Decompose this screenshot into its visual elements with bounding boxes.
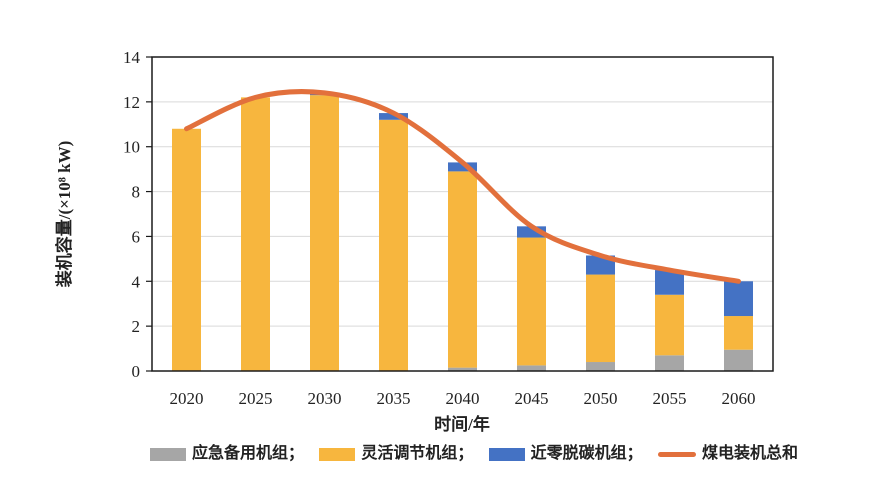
legend-item: 近零脱碳机组；: [488, 444, 643, 464]
bar-segment: [586, 274, 615, 363]
legend-swatch: [319, 447, 356, 461]
legend-label: 应急备用机组；: [192, 445, 305, 462]
bar-segment: [517, 365, 546, 371]
bar-segment: [448, 171, 477, 368]
bar-segment: [724, 349, 753, 371]
x-tick-label: 2055: [653, 389, 687, 408]
legend-item: 应急备用机组；: [150, 444, 304, 464]
bar-segment: [586, 255, 615, 275]
bar-segment: [517, 237, 546, 366]
legend-item: 煤电装机总和: [657, 444, 798, 464]
x-tick-label: 2050: [584, 389, 618, 408]
bar-segment: [241, 97, 270, 371]
x-tick-label: 2030: [308, 389, 342, 408]
y-tick-label: 8: [132, 183, 141, 202]
y-tick-label: 6: [132, 227, 141, 246]
bar-segment: [724, 316, 753, 350]
x-tick-label: 2020: [170, 389, 204, 408]
bar-segment: [655, 294, 684, 356]
plot-border: [151, 56, 774, 372]
legend-item: 灵活调节机组；: [319, 444, 473, 464]
y-tick-label: 0: [132, 362, 141, 381]
bar-segment: [724, 281, 753, 317]
bar-segment: [655, 355, 684, 371]
bar-segment: [172, 128, 201, 371]
bar-segment: [586, 362, 615, 371]
legend-swatch: [150, 447, 186, 461]
y-tick-label: 14: [123, 48, 141, 67]
bar-segment: [448, 367, 477, 371]
x-tick-label: 2040: [446, 389, 480, 408]
legend-swatch: [488, 447, 525, 461]
y-tick-label: 12: [123, 93, 140, 112]
x-tick-label: 2035: [377, 389, 411, 408]
chart-legend: 应急备用机组； 灵活调节机组； 近零脱碳机组； 煤电装机总和: [150, 444, 798, 464]
bar-segment: [310, 95, 339, 371]
x-axis-title: 时间/年: [434, 414, 490, 434]
x-tick-label: 2025: [239, 389, 273, 408]
legend-swatch: [657, 451, 696, 457]
y-tick-label: 4: [132, 272, 141, 291]
y-tick-label: 2: [132, 317, 141, 336]
y-axis-title: 装机容量/(×10⁸ kW): [54, 141, 74, 289]
x-tick-label: 2060: [722, 389, 756, 408]
legend-label: 近零脱碳机组；: [530, 445, 643, 462]
bar-segment: [379, 119, 408, 371]
total-line: [184, 89, 741, 284]
bar-segment: [448, 162, 477, 172]
legend-label: 灵活调节机组；: [361, 445, 474, 462]
x-tick-label: 2045: [515, 389, 549, 408]
legend-label: 煤电装机总和: [701, 445, 798, 462]
y-tick-label: 10: [123, 138, 140, 157]
bar-segment: [517, 226, 546, 238]
bar-segment: [379, 113, 408, 120]
